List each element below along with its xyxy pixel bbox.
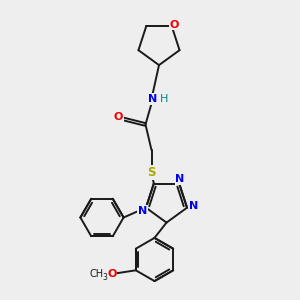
Text: S: S	[147, 166, 155, 179]
Text: N: N	[175, 174, 184, 184]
Text: N: N	[148, 94, 158, 104]
Text: 3: 3	[103, 273, 107, 282]
Text: O: O	[114, 112, 123, 122]
Text: CH: CH	[90, 269, 104, 279]
Text: N: N	[189, 201, 198, 211]
Text: N: N	[138, 206, 147, 216]
Text: H: H	[160, 94, 168, 104]
Text: O: O	[107, 269, 116, 279]
Text: O: O	[169, 20, 178, 29]
